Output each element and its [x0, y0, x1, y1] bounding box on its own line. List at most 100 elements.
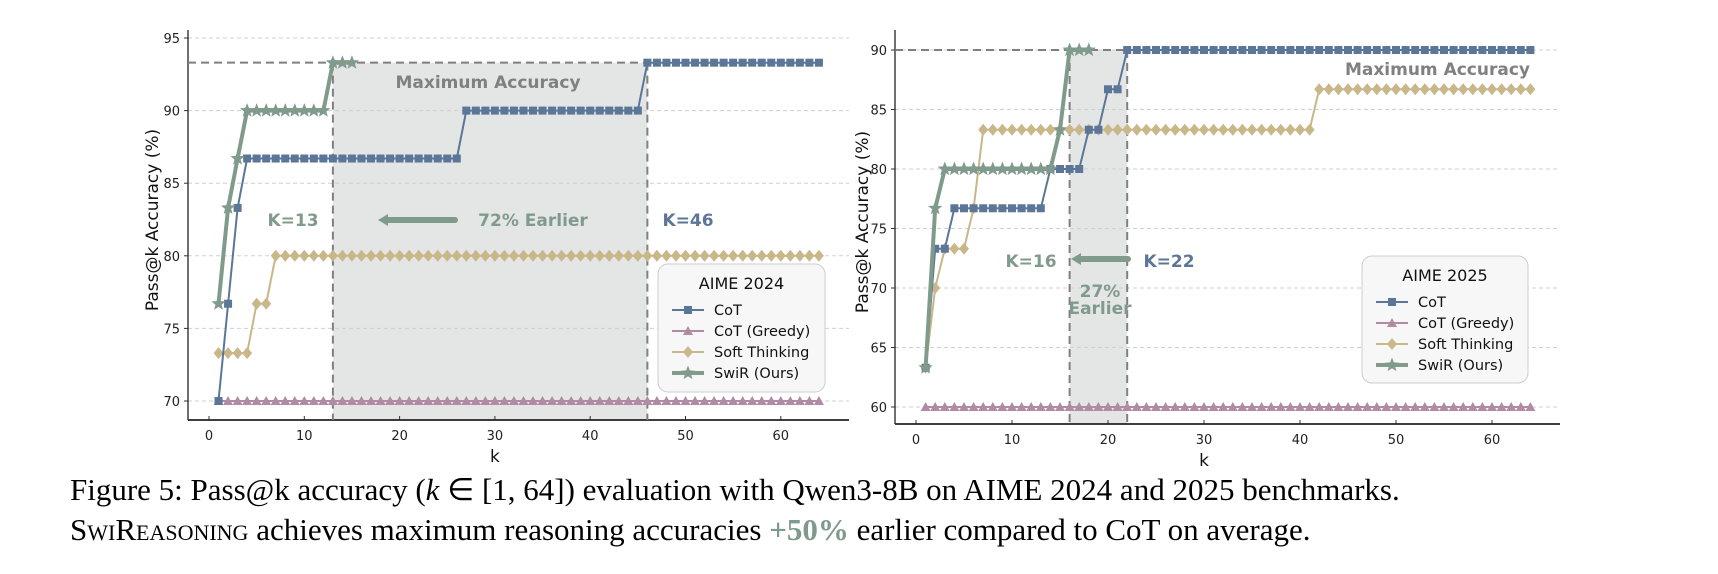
square-marker	[979, 204, 988, 213]
square-marker	[281, 154, 290, 163]
square-marker	[1084, 125, 1093, 134]
square-marker	[1459, 46, 1468, 54]
square-marker	[729, 58, 738, 67]
caption-text: ) evaluation with Qwen3-8B on AIME 2024 …	[564, 472, 1400, 507]
diamond-marker	[1122, 123, 1133, 136]
y-tick-label: 75	[163, 322, 180, 337]
max-accuracy-label: Maximum Accuracy	[395, 73, 580, 93]
star-marker	[947, 161, 962, 176]
y-tick-label: 70	[163, 395, 180, 410]
diamond-marker	[1275, 123, 1286, 136]
diamond-marker	[1448, 83, 1459, 96]
x-tick-label: 0	[912, 433, 920, 448]
square-marker	[1401, 46, 1410, 54]
triangle-marker	[775, 396, 786, 405]
square-marker	[338, 154, 347, 163]
square-marker	[233, 203, 242, 212]
square-marker	[433, 154, 442, 163]
square-marker	[643, 58, 652, 67]
diamond-marker	[537, 249, 548, 262]
square-marker	[1516, 46, 1525, 54]
triangle-marker	[1074, 402, 1085, 411]
square-marker	[500, 106, 509, 115]
square-marker	[624, 106, 633, 115]
series-cot	[214, 58, 823, 405]
diamond-marker	[785, 249, 796, 262]
diamond-marker	[566, 249, 577, 262]
triangle-marker	[1333, 402, 1344, 411]
series-greedy	[213, 396, 824, 405]
diamond-marker	[1506, 83, 1517, 96]
square-marker	[1257, 46, 1266, 54]
diamond-marker	[261, 297, 272, 310]
square-marker	[576, 106, 585, 115]
square-marker	[309, 154, 318, 163]
diamond-marker	[651, 249, 662, 262]
diamond-marker	[1515, 83, 1526, 96]
diamond-marker	[213, 347, 224, 360]
diamond-marker	[1170, 123, 1181, 136]
star-marker	[259, 103, 274, 117]
diamond-marker	[508, 249, 519, 262]
diamond-marker	[766, 249, 777, 262]
diamond-marker	[987, 123, 998, 136]
diamond-marker	[489, 249, 500, 262]
triangle-marker	[1515, 402, 1526, 411]
diamond-marker	[747, 249, 758, 262]
diamond-marker	[1131, 123, 1142, 136]
legend-box	[1361, 255, 1529, 384]
triangle-marker	[766, 396, 777, 405]
square-marker	[931, 244, 940, 253]
diamond-marker	[813, 249, 824, 262]
square-marker	[1017, 204, 1026, 213]
square-marker	[1161, 46, 1170, 54]
square-marker	[519, 106, 528, 115]
triangle-marker	[299, 396, 310, 405]
square-marker	[490, 106, 499, 115]
square-marker	[414, 154, 423, 163]
triangle-marker	[1439, 402, 1449, 411]
diamond-marker	[804, 249, 815, 262]
square-marker	[633, 106, 642, 115]
square-marker	[548, 106, 557, 115]
square-marker	[367, 154, 376, 163]
triangle-marker	[375, 396, 386, 405]
x-tick-label: 0	[205, 429, 213, 444]
star-marker	[335, 55, 350, 69]
star-marker	[995, 161, 1010, 176]
diamond-marker	[270, 249, 281, 262]
triangle-marker	[499, 396, 510, 405]
square-marker	[1104, 85, 1112, 94]
diamond-marker	[1247, 123, 1257, 136]
legend: AIME 2025 CoT CoT (Greedy) Soft Thinking Swi…	[1361, 255, 1529, 384]
diamond-marker	[1151, 123, 1161, 136]
star-marker	[956, 161, 972, 176]
diamond-marker	[1439, 83, 1449, 96]
star-marker	[1014, 161, 1029, 176]
diamond-marker	[1035, 123, 1046, 136]
triangle-marker	[747, 396, 758, 405]
square-marker	[452, 154, 461, 163]
square-marker	[1228, 46, 1237, 54]
star-marker	[1052, 122, 1068, 136]
square-marker	[710, 58, 719, 67]
caption-text: achieves maximum reasoning accuracies	[248, 512, 770, 547]
triangle-marker	[413, 396, 424, 405]
diamond-marker	[289, 249, 300, 262]
square-marker	[1248, 46, 1256, 54]
square-marker	[1315, 46, 1324, 54]
triangle-marker	[1496, 402, 1507, 411]
square-marker	[586, 106, 595, 115]
legend: AIME 2024 CoT CoT (Greedy) Soft Thinking Swi…	[657, 263, 826, 393]
square-marker	[1209, 46, 1218, 54]
square-marker	[1440, 46, 1448, 54]
arrow-head-icon	[1071, 253, 1081, 265]
triangle-marker	[1160, 402, 1171, 411]
triangle-marker	[1323, 402, 1334, 411]
series-greedy	[920, 402, 1536, 411]
diamond-marker	[737, 249, 748, 262]
square-marker	[1392, 46, 1400, 54]
diamond-marker	[1141, 123, 1152, 136]
triangle-marker	[1266, 402, 1277, 411]
triangle-marker	[1141, 402, 1152, 411]
